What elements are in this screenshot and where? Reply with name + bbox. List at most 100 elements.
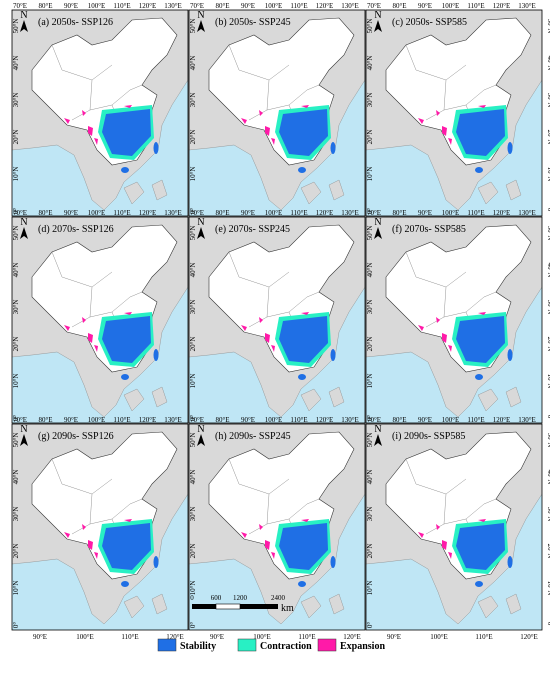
lat-tick-label: 10°N <box>189 167 197 182</box>
lat-tick-label: 10°N <box>12 581 20 596</box>
lat-tick-label: 40°N <box>546 263 550 278</box>
top-tick-label: 120°E <box>139 209 157 217</box>
top-tick-label: 80°E <box>215 416 229 424</box>
legend-label: Contraction <box>260 641 312 652</box>
lat-tick-label: 30°N <box>12 300 20 315</box>
top-tick-label: 120°E <box>493 2 511 10</box>
legend-label: Stability <box>180 641 216 652</box>
top-tick-label: 80°E <box>38 416 52 424</box>
top-tick-label: 130°E <box>341 416 359 424</box>
map-panel: N (b) 2050s- SSP245 70°E 80°E 90°E 100°E 110°E… <box>188 2 366 217</box>
panel-label: (c) 2050s- SSP585 <box>392 17 467 28</box>
bottom-tick-label: 90°E <box>210 633 224 641</box>
panel-label: (i) 2090s- SSP585 <box>392 431 465 442</box>
bottom-tick-label: 110°E <box>121 633 138 641</box>
lat-tick-label: 10°N <box>189 581 197 596</box>
top-tick-label: 70°E <box>13 416 27 424</box>
map-panel: N (g) 2090s- SSP126 70°E 80°E 90°E 100°E 110°E… <box>11 416 189 641</box>
top-tick-label: 120°E <box>316 209 334 217</box>
top-tick-label: 120°E <box>139 416 157 424</box>
lat-tick-label: 20°N <box>546 337 550 352</box>
lat-tick-label: 0° <box>366 622 374 629</box>
bottom-tick-label: 100°E <box>253 633 271 641</box>
lat-tick-label: 10°N <box>366 374 374 389</box>
top-tick-label: 80°E <box>392 209 406 217</box>
bottom-tick-label: 120°E <box>166 633 184 641</box>
lat-tick-label: 10°N <box>546 374 550 389</box>
lat-tick-label: 40°N <box>189 56 197 71</box>
panel-label: (g) 2090s- SSP126 <box>38 431 114 442</box>
lat-tick-label: 30°N <box>366 93 374 108</box>
scale-label: 600 <box>211 594 222 602</box>
map-panel: N (f) 2070s- SSP585 70°E 80°E 90°E 100°E 110°E… <box>365 209 550 424</box>
lat-tick-label: 20°N <box>12 130 20 145</box>
lat-tick-label: 20°N <box>366 544 374 559</box>
lat-tick-label: 30°N <box>189 507 197 522</box>
top-tick-label: 100°E <box>88 2 106 10</box>
map-body <box>189 217 365 423</box>
map-grid: N (a) 2050s- SSP126 70°E 80°E 90°E 100°E 110°E… <box>11 2 550 641</box>
lat-tick-label: 0° <box>189 208 197 215</box>
top-tick-label: 130°E <box>164 416 182 424</box>
top-tick-label: 110°E <box>467 209 484 217</box>
lat-tick-label: 40°N <box>546 56 550 71</box>
lat-tick-label: 40°N <box>546 470 550 485</box>
map <box>12 424 188 630</box>
map-body <box>189 10 365 216</box>
bottom-tick-label: 110°E <box>475 633 492 641</box>
top-tick-label: 120°E <box>316 416 334 424</box>
bottom-tick-label: 110°E <box>298 633 315 641</box>
north-arrow-label: N <box>197 217 204 228</box>
panel-frame <box>188 9 366 217</box>
north-arrow-label: N <box>197 10 204 21</box>
map <box>189 217 365 423</box>
top-tick-label: 70°E <box>367 416 381 424</box>
legend-swatch <box>317 638 337 652</box>
lat-tick-label: 50°N <box>12 226 20 241</box>
bottom-tick-label: 90°E <box>33 633 47 641</box>
legend-label: Expansion <box>340 641 385 652</box>
north-arrow-label: N <box>20 217 27 228</box>
panel-frame <box>188 216 366 424</box>
lat-tick-label: 40°N <box>12 263 20 278</box>
panel-frame <box>11 423 189 631</box>
panel-label: (d) 2070s- SSP126 <box>38 224 114 235</box>
top-tick-label: 100°E <box>442 209 460 217</box>
map-panel: N (c) 2050s- SSP585 70°E 80°E 90°E 100°E 110°E… <box>365 2 550 217</box>
lat-tick-label: 30°N <box>366 300 374 315</box>
north-arrow-label: N <box>374 10 381 21</box>
lat-tick-label: 30°N <box>546 300 550 315</box>
top-tick-label: 70°E <box>367 2 381 10</box>
lat-tick-label: 50°N <box>189 433 197 448</box>
map-body <box>12 424 188 630</box>
lat-tick-label: 40°N <box>189 263 197 278</box>
map-panel: N (h) 2090s- SSP245 70°E 80°E 90°E 100°E 110°E… <box>188 416 366 641</box>
lat-tick-label: 50°N <box>366 19 374 34</box>
top-tick-label: 90°E <box>418 209 432 217</box>
map-panel: N (i) 2090s- SSP585 70°E 80°E 90°E 100°E 110°E… <box>365 416 550 641</box>
lat-tick-label: 40°N <box>366 470 374 485</box>
lat-tick-label: 20°N <box>12 337 20 352</box>
panel-frame <box>188 423 366 631</box>
lat-tick-label: 20°N <box>189 544 197 559</box>
lat-tick-label: 10°N <box>189 374 197 389</box>
top-tick-label: 110°E <box>290 416 307 424</box>
legend-swatch <box>237 638 257 652</box>
lat-tick-label: 0° <box>12 622 20 629</box>
lat-tick-label: 20°N <box>189 130 197 145</box>
north-arrow-label: N <box>20 424 27 435</box>
top-tick-label: 120°E <box>493 416 511 424</box>
lat-tick-label: 10°N <box>12 374 20 389</box>
map-body <box>366 10 542 216</box>
bottom-tick-label: 120°E <box>343 633 361 641</box>
lat-tick-label: 50°N <box>12 19 20 34</box>
map-panel: N (e) 2070s- SSP245 70°E 80°E 90°E 100°E 110°E… <box>188 209 366 424</box>
top-tick-label: 70°E <box>190 2 204 10</box>
top-tick-label: 130°E <box>164 2 182 10</box>
lat-tick-label: 10°N <box>366 167 374 182</box>
top-tick-label: 80°E <box>38 209 52 217</box>
top-tick-label: 130°E <box>164 209 182 217</box>
scale-unit: km <box>281 603 294 614</box>
top-tick-label: 100°E <box>265 209 283 217</box>
top-tick-label: 110°E <box>467 2 484 10</box>
